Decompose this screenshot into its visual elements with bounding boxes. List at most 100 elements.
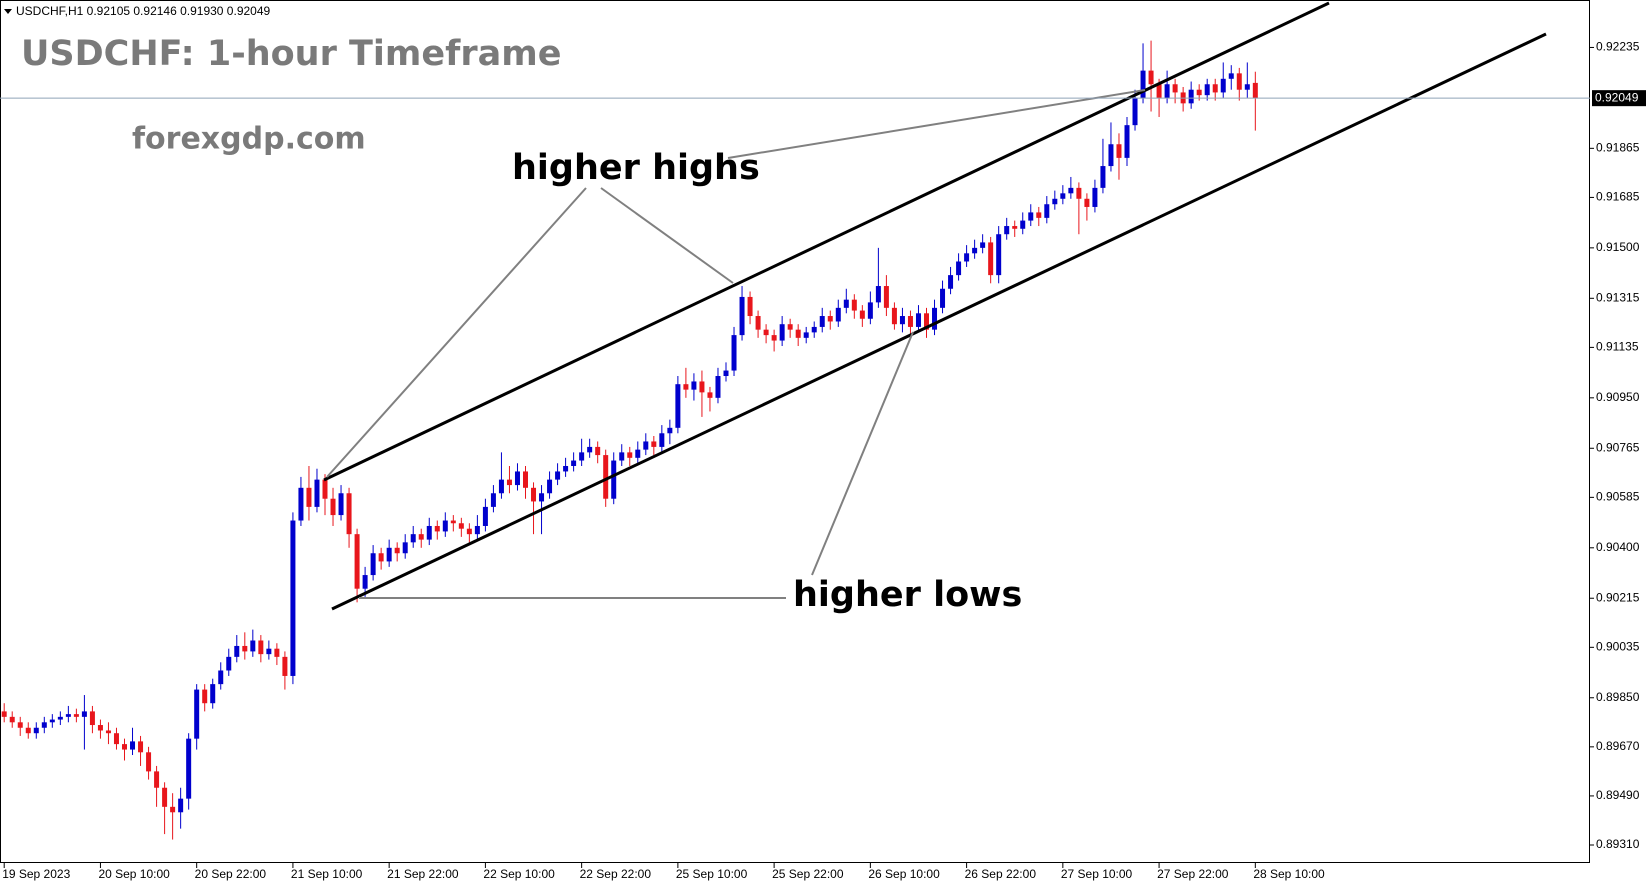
candle-body (771, 335, 777, 341)
y-tick-label: 0.89490 (1596, 788, 1640, 802)
candle-body (972, 247, 978, 254)
candle-body (1092, 187, 1098, 207)
chart-title: USDCHF: 1-hour Timeframe (21, 34, 561, 74)
candle-body (154, 771, 160, 788)
y-tick-label: 0.89670 (1596, 739, 1640, 753)
candle-body (731, 335, 737, 371)
candle-body (89, 711, 95, 726)
candle-body (940, 288, 946, 308)
x-tick-label: 20 Sep 22:00 (195, 867, 267, 881)
candle-body (1012, 226, 1018, 229)
candle-body (1132, 97, 1138, 126)
menu-arrow[interactable] (4, 9, 12, 14)
y-tick-label: 0.91500 (1596, 240, 1640, 254)
candle-body (105, 730, 111, 734)
candle-body (1108, 144, 1114, 167)
candle-body (835, 307, 841, 322)
candle-body (1084, 198, 1090, 207)
candle-body (635, 449, 641, 458)
candle-body (883, 286, 889, 308)
candle-body (715, 376, 721, 398)
candle-body (1076, 187, 1082, 199)
candle-body (651, 441, 657, 447)
candle-body (1116, 144, 1122, 158)
candle-body (787, 324, 793, 330)
candle-body (747, 296, 753, 317)
candle-body (603, 455, 609, 499)
candle-body (675, 384, 681, 428)
candle-body (1020, 220, 1026, 229)
candle-body (643, 441, 649, 450)
candle-body (1060, 193, 1066, 199)
candle-body (691, 381, 697, 390)
candle-body (474, 525, 480, 535)
candle-body (218, 670, 224, 685)
candle-body (97, 725, 103, 731)
candle-body (1196, 89, 1202, 96)
candle-body (859, 310, 865, 319)
candle-body (739, 296, 745, 336)
annotation: higher lows (793, 575, 1022, 615)
candle-body (1164, 84, 1170, 98)
candle-body (298, 487, 304, 521)
candle-body (1140, 70, 1146, 98)
candle-body (202, 689, 208, 704)
y-tick-label: 0.90400 (1596, 540, 1640, 554)
candle-body (322, 479, 328, 499)
x-tick-label: 22 Sep 22:00 (580, 867, 652, 881)
candle-body (1172, 84, 1178, 93)
y-tick-label: 0.90035 (1596, 639, 1640, 653)
candle-body (1228, 73, 1234, 79)
candle-body (763, 329, 769, 336)
candle-body (234, 645, 240, 657)
axes: 0.92235 0.91865 0.91685 0.91500 0.91315 0.911… (0, 40, 1646, 881)
y-tick-label: 0.91315 (1596, 290, 1640, 304)
candle-body (539, 493, 545, 502)
y-tick-label: 0.89310 (1596, 837, 1640, 851)
candle-body (875, 286, 881, 303)
candle-body (1, 711, 7, 717)
candle-body (362, 575, 368, 589)
x-tick-label: 19 Sep 2023 (2, 867, 70, 881)
candle-body (699, 381, 705, 393)
candle-body (1252, 82, 1258, 99)
candle-body (514, 471, 520, 486)
candle-body (458, 523, 464, 529)
candle-body (290, 520, 296, 676)
pointer-line (727, 89, 1146, 159)
candle-body (426, 525, 432, 540)
candle-body (667, 427, 673, 434)
upper-channel-line (323, 1, 1330, 482)
candle-body (113, 733, 119, 745)
candle-body (996, 234, 1002, 276)
candle-body (370, 553, 376, 576)
candle-body (506, 479, 512, 486)
candle-body (498, 479, 504, 494)
x-tick-label: 22 Sep 10:00 (483, 867, 555, 881)
pointer-line (326, 187, 587, 478)
candle-body (73, 714, 79, 717)
candle-body (1028, 212, 1034, 221)
candle-body (1052, 198, 1058, 205)
candle-body (210, 684, 216, 704)
candle-body (226, 656, 232, 671)
candle-body (434, 525, 440, 532)
candle-body (1124, 125, 1130, 158)
pointer-line (811, 331, 914, 576)
candle-body (611, 460, 617, 499)
x-tick-label: 21 Sep 22:00 (387, 867, 459, 881)
candle-body (418, 534, 424, 540)
candle-body (450, 520, 456, 524)
candle-body (354, 534, 360, 589)
candle-body (627, 452, 633, 458)
y-tick-label: 0.90585 (1596, 490, 1640, 504)
candle-body (779, 324, 785, 341)
candle-body (25, 727, 31, 734)
current-price-label: 0.92049 (1595, 90, 1639, 104)
candle-body (891, 307, 897, 325)
candle-body (466, 528, 472, 535)
candle-body (907, 316, 913, 327)
candle-body (314, 479, 320, 507)
candle-body (659, 433, 665, 447)
